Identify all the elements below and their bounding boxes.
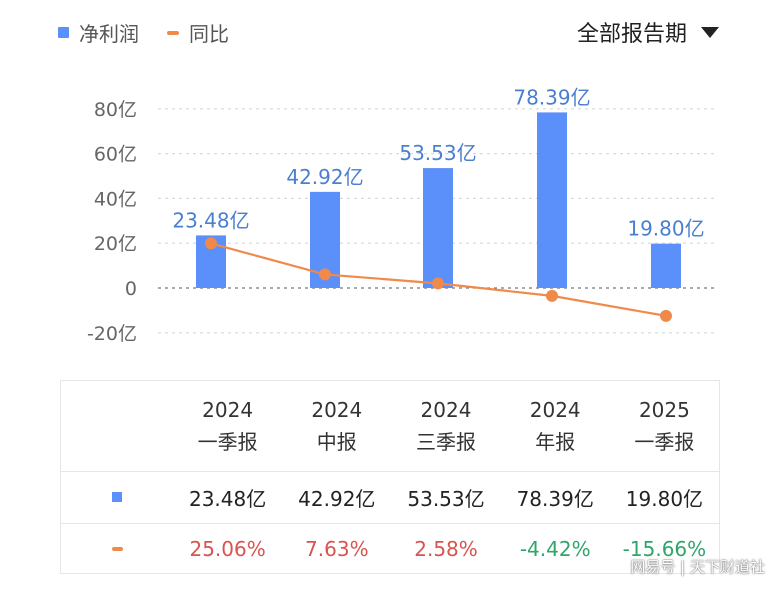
bar-swatch-icon bbox=[112, 492, 122, 502]
net-profit-cell: 78.39亿 bbox=[516, 486, 594, 511]
bar-data-label: 78.39亿 bbox=[513, 85, 590, 109]
yoy-point bbox=[319, 268, 331, 281]
header-period: 一季报 bbox=[634, 430, 695, 454]
bar-data-label: 19.80亿 bbox=[627, 217, 704, 241]
yoy-cell: 7.63% bbox=[305, 537, 369, 561]
header-cell: 2024 一季报 bbox=[173, 381, 282, 471]
y-tick-label: 20亿 bbox=[94, 233, 137, 255]
table-header-row: 2024 一季报 2024 中报 2024 三季报 2024 年报 2025 一季报 bbox=[61, 381, 719, 472]
chart-legend: 净利润 同比 bbox=[58, 18, 229, 47]
legend-yoy-label: 同比 bbox=[189, 22, 229, 46]
header-year: 2024 bbox=[529, 398, 581, 422]
legend-item-yoy[interactable]: 同比 bbox=[167, 18, 229, 47]
header-period: 三季报 bbox=[416, 430, 476, 454]
header-cell: 2024 中报 bbox=[282, 381, 391, 471]
bar bbox=[423, 168, 453, 288]
bar bbox=[651, 243, 681, 288]
y-tick-label: 40亿 bbox=[94, 188, 137, 210]
period-selector[interactable]: 全部报告期 bbox=[577, 16, 719, 48]
yoy-cell: -4.42% bbox=[519, 537, 591, 561]
y-tick-label: 0 bbox=[125, 278, 137, 300]
bar-data-label: 53.53亿 bbox=[399, 141, 476, 165]
yoy-cell: -15.66% bbox=[622, 537, 707, 561]
net-profit-chart: 80亿 60亿 40亿 20亿 0 -20亿 23.48亿 42.92亿 53.53亿 78.39… bbox=[87, 85, 716, 345]
header-key-cell bbox=[61, 381, 173, 471]
period-selector-label: 全部报告期 bbox=[576, 22, 687, 47]
header-cell: 2024 年报 bbox=[501, 381, 610, 471]
row-key-cell bbox=[61, 524, 173, 574]
net-profit-cell: 42.92亿 bbox=[298, 486, 376, 511]
header-period: 年报 bbox=[535, 430, 576, 454]
net-profit-cell: 23.48亿 bbox=[188, 486, 267, 511]
bar bbox=[537, 112, 567, 288]
net-profit-cell: 53.53亿 bbox=[407, 486, 485, 511]
header-year: 2024 bbox=[202, 398, 254, 422]
yoy-point bbox=[546, 289, 558, 302]
bar-data-label: 42.92亿 bbox=[286, 165, 363, 189]
data-table: 2024 一季报 2024 中报 2024 三季报 2024 年报 2025 一季报 23… bbox=[60, 380, 720, 574]
header-period: 一季报 bbox=[197, 430, 258, 454]
caret-down-icon bbox=[701, 26, 719, 38]
yoy-point bbox=[205, 237, 217, 250]
header-cell: 2025 一季报 bbox=[610, 381, 719, 471]
y-tick-label: -20亿 bbox=[87, 323, 137, 345]
bar-swatch-icon bbox=[58, 27, 69, 38]
legend-net-profit-label: 净利润 bbox=[79, 22, 139, 46]
yoy-point bbox=[660, 309, 672, 322]
line-swatch-icon bbox=[167, 30, 179, 35]
y-tick-label: 80亿 bbox=[94, 99, 137, 121]
header-year: 2025 bbox=[638, 398, 690, 422]
header-cell: 2024 三季报 bbox=[391, 381, 500, 471]
header-year: 2024 bbox=[420, 398, 472, 422]
table-row-net-profit: 23.48亿 42.92亿 53.53亿 78.39亿 19.80亿 bbox=[61, 471, 719, 524]
net-profit-cell: 19.80亿 bbox=[625, 486, 704, 511]
header-year: 2024 bbox=[311, 398, 363, 422]
yoy-point bbox=[432, 277, 444, 290]
table-row-yoy: 25.06% 7.63% 2.58% -4.42% -15.66% bbox=[61, 524, 719, 574]
yoy-cell: 25.06% bbox=[189, 537, 266, 561]
header-period: 中报 bbox=[316, 430, 357, 454]
row-key-cell bbox=[61, 471, 173, 523]
bar-data-label: 23.48亿 bbox=[172, 208, 249, 232]
legend-item-net-profit[interactable]: 净利润 bbox=[58, 18, 139, 47]
line-swatch-icon bbox=[111, 547, 123, 551]
watermark: 网易号 | 天下财道社 bbox=[630, 558, 765, 576]
yoy-cell: 2.58% bbox=[414, 537, 478, 561]
y-tick-label: 60亿 bbox=[94, 144, 137, 166]
